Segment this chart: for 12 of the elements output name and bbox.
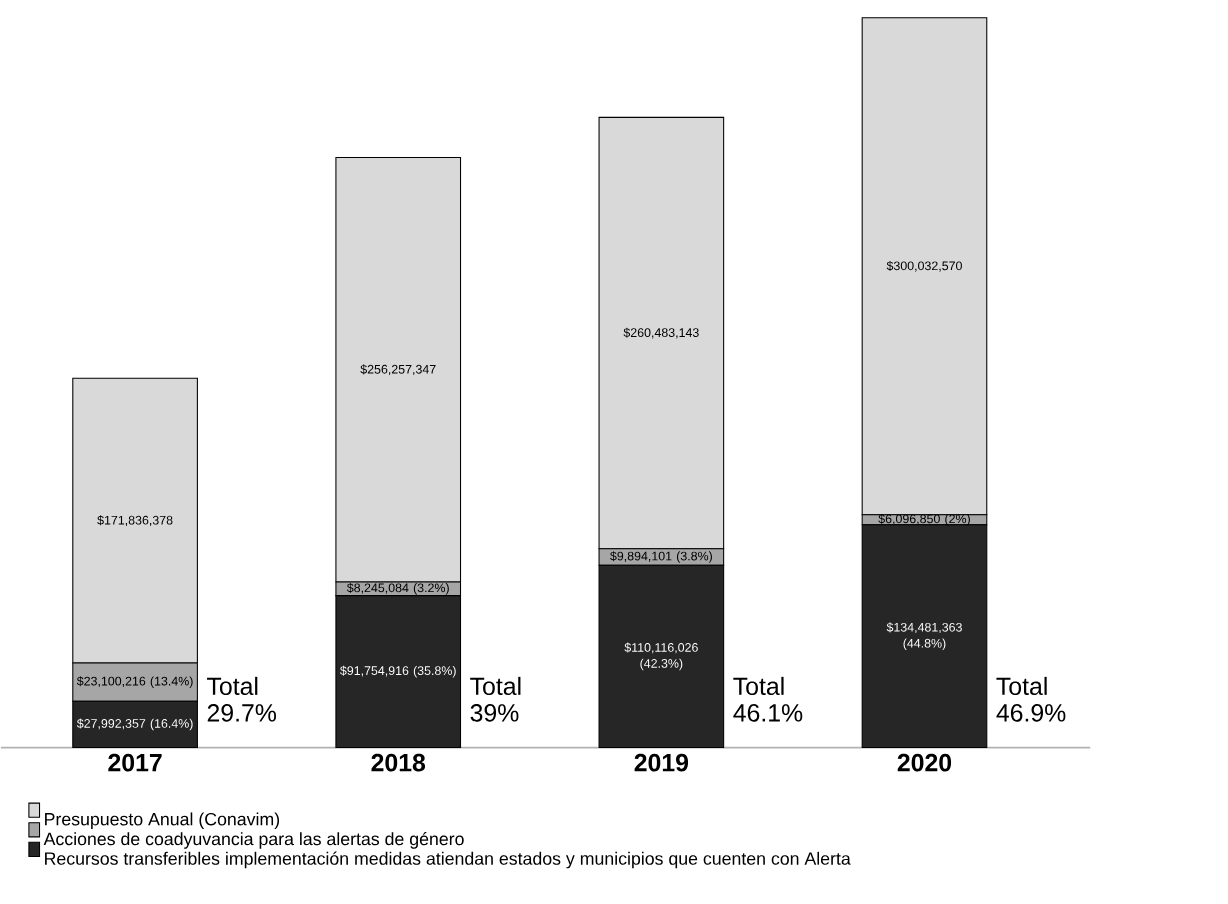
legend-label: Recursos transferibles implementación medidas atiendan estados y municipios que cuenten con Alerta [45,851,851,869]
annotation: Total 46.9% [996,676,1066,722]
x-tick-label: 2018 [371,753,426,772]
x-tick-label: 2020 [897,753,952,772]
legend-label: Acciones de coadyuvancia para las alertas de género [43,831,464,849]
annotation: Total 29.7% [207,676,276,722]
x-tick-label: 2019 [634,753,689,772]
annotation: Total 39% [470,676,521,722]
legend-label: Presupuesto Anual (Conavim) [45,812,280,829]
bar [861,17,988,516]
annotation: Total 46.1% [733,676,803,722]
x-tick-label: 2017 [108,753,162,772]
